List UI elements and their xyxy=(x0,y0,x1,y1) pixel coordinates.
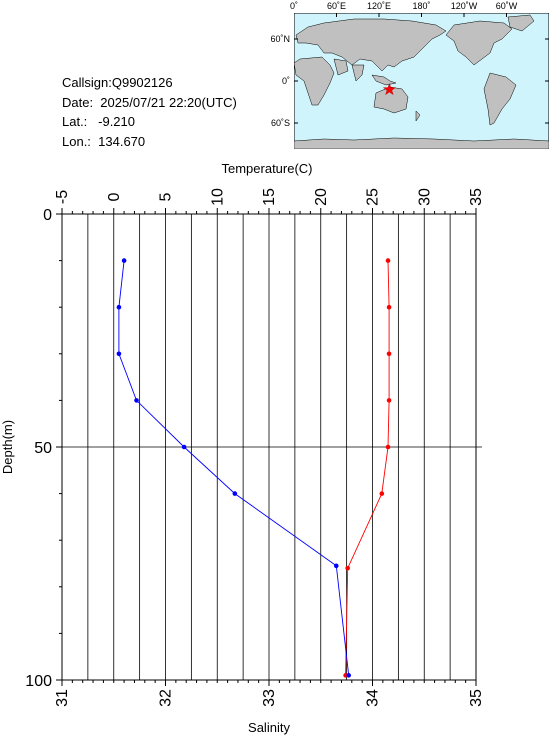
temperature-tick-label: 5 xyxy=(158,192,175,201)
map-longitude-label: 60˚W xyxy=(496,1,518,11)
map-longitude-label: 120˚W xyxy=(451,1,478,11)
temperature-tick-label: 0 xyxy=(106,192,123,201)
depth-tick-label: 50 xyxy=(34,440,52,457)
land-india xyxy=(351,64,365,82)
temperature-data-point xyxy=(386,398,392,403)
map-longitude-label: 180˚ xyxy=(412,1,430,11)
depth-axis-title: Depth(m) xyxy=(0,420,15,474)
map-longitude-label: 0˚ xyxy=(290,1,298,11)
land-arabia xyxy=(333,58,349,76)
temperature-data-point xyxy=(385,258,391,263)
temperature-tick-label: 25 xyxy=(365,188,382,206)
callsign-text: Callsign:Q9902126 xyxy=(62,75,173,90)
land-new-zealand xyxy=(415,110,421,122)
longitude-text: Lon.: 134.670 xyxy=(62,133,146,149)
map-land xyxy=(294,14,549,149)
salinity-tick-label: 33 xyxy=(261,689,278,707)
temperature-tick-label: 20 xyxy=(313,188,330,206)
salinity-tick-label: 34 xyxy=(365,689,382,707)
salinity-axis-title: Salinity xyxy=(248,720,290,735)
salinity-data-point xyxy=(346,673,351,678)
temperature-data-point xyxy=(385,444,391,450)
float-location-star-icon xyxy=(382,83,396,96)
land-south-america xyxy=(483,72,517,126)
map-latitude-label: 0˚ xyxy=(282,76,290,86)
salinity-data-point xyxy=(116,304,122,310)
temperature-data-point xyxy=(379,491,385,496)
temperature-tick-label: -5 xyxy=(54,190,71,204)
temperature-tick-label: 15 xyxy=(261,188,278,206)
salinity-tick-label: 32 xyxy=(158,689,175,707)
temperature-tick-label: 35 xyxy=(468,188,485,206)
map-longitude-label: 60˚E xyxy=(327,1,346,11)
salinity-data-point xyxy=(181,444,187,450)
map-longitude-label: 120˚E xyxy=(367,1,391,11)
temperature-profile-line xyxy=(345,260,390,676)
land-europe-asia xyxy=(295,18,447,72)
salinity-tick-label: 35 xyxy=(468,689,485,707)
salinity-profile-line xyxy=(118,260,350,676)
latitude-text: Lat.: -9.210 xyxy=(62,114,135,129)
location-map xyxy=(294,13,549,149)
salinity-data-point xyxy=(333,563,339,569)
profile-info: Callsign:Q9902126 Date: 2025/07/21 22:20… xyxy=(62,73,292,151)
temperature-data-point xyxy=(345,565,350,571)
temperature-tick-label: 10 xyxy=(209,188,226,206)
temperature-axis-title: Temperature(C) xyxy=(221,161,312,176)
depth-tick-label: 0 xyxy=(43,207,52,224)
salinity-data-point xyxy=(116,351,122,357)
land-africa xyxy=(294,56,335,106)
temperature-tick-label: 30 xyxy=(416,188,433,206)
salinity-tick-label: 31 xyxy=(54,689,71,707)
land-north-america xyxy=(445,20,513,66)
land-greenland xyxy=(507,14,535,32)
map-latitude-label: 60˚S xyxy=(271,118,290,128)
map-graticule-ticks xyxy=(294,13,549,124)
land-indonesia xyxy=(371,74,397,86)
depth-tick-label: 100 xyxy=(25,673,52,690)
salinity-data-point xyxy=(134,398,139,403)
date-text: Date: 2025/07/21 22:20(UTC) xyxy=(62,94,237,110)
data-series xyxy=(116,258,392,678)
axis-ticks xyxy=(56,208,477,686)
temperature-data-point xyxy=(386,304,392,310)
land-antarctica xyxy=(294,137,549,149)
temperature-data-point xyxy=(386,351,392,357)
map-latitude-label: 60˚N xyxy=(270,34,290,44)
salinity-data-point xyxy=(232,491,238,496)
salinity-data-point xyxy=(121,258,127,263)
